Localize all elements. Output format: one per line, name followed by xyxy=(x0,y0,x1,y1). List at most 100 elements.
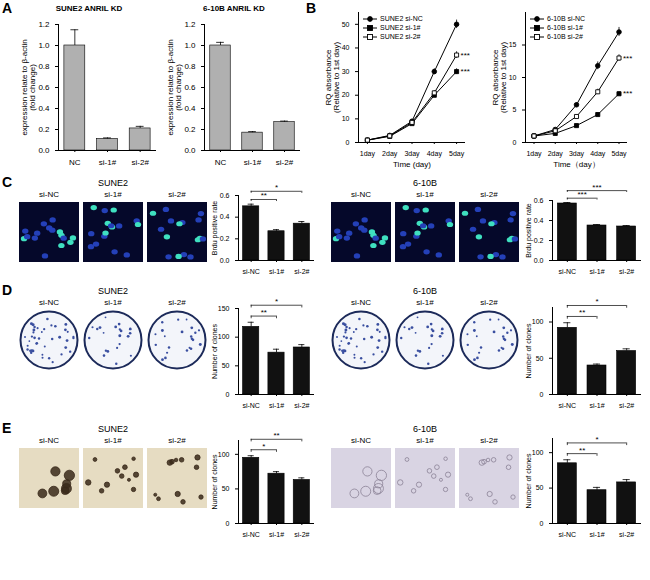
svg-text:0: 0 xyxy=(226,391,230,398)
svg-text:si-2#: si-2# xyxy=(131,158,149,167)
svg-text:***: *** xyxy=(592,183,601,192)
svg-text:0.4: 0.4 xyxy=(534,217,544,224)
svg-text:si-2#: si-2# xyxy=(294,402,309,409)
svg-text:expression relate to β-actin(f: expression relate to β-actin(fold change… xyxy=(166,39,183,135)
svg-text:**: ** xyxy=(579,446,585,455)
svg-text:0.4: 0.4 xyxy=(38,104,50,113)
svg-text:0.4: 0.4 xyxy=(220,213,230,220)
svg-text:0: 0 xyxy=(513,139,517,146)
svg-text:*: * xyxy=(595,297,598,306)
svg-text:si-1#: si-1# xyxy=(269,268,284,275)
svg-text:0.2: 0.2 xyxy=(220,235,230,242)
svg-text:Brdu positive rate: Brdu positive rate xyxy=(211,201,219,256)
svg-text:*: * xyxy=(595,435,598,444)
svg-text:si-1#: si-1# xyxy=(589,268,604,275)
svg-text:150: 150 xyxy=(218,305,230,312)
svg-text:**: ** xyxy=(261,191,267,200)
svg-text:2day: 2day xyxy=(548,150,564,158)
svg-text:***: *** xyxy=(623,89,632,98)
svg-text:si-1#: si-1# xyxy=(269,402,284,409)
svg-text:2day: 2day xyxy=(382,150,398,158)
svg-text:Number of clones: Number of clones xyxy=(211,454,218,509)
svg-text:0.2: 0.2 xyxy=(184,125,196,134)
svg-text:Time (day): Time (day) xyxy=(393,160,431,169)
svg-text:***: *** xyxy=(577,190,586,199)
svg-text:0.6: 0.6 xyxy=(38,83,50,92)
svg-text:1day: 1day xyxy=(526,150,542,158)
svg-text:si-1#: si-1# xyxy=(589,531,604,538)
svg-text:0: 0 xyxy=(346,139,350,146)
svg-text:100: 100 xyxy=(532,318,544,325)
svg-text:expression relate to β-actin(f: expression relate to β-actin(fold change… xyxy=(20,39,37,135)
svg-text:0: 0 xyxy=(226,520,230,527)
svg-text:0.8: 0.8 xyxy=(184,62,196,71)
svg-text:100: 100 xyxy=(218,333,230,340)
svg-text:RQ absorbance(Relative to 1st: RQ absorbance(Relative to 1st day) xyxy=(324,42,341,113)
svg-text:0.0: 0.0 xyxy=(184,146,196,155)
svg-text:0.6: 0.6 xyxy=(534,197,544,204)
svg-text:10: 10 xyxy=(342,115,350,122)
svg-text:si-2#: si-2# xyxy=(619,531,634,538)
svg-text:50: 50 xyxy=(342,21,350,28)
svg-text:***: *** xyxy=(461,67,470,76)
svg-text:*: * xyxy=(262,442,265,451)
svg-text:1.0: 1.0 xyxy=(38,41,50,50)
svg-text:0.0: 0.0 xyxy=(38,146,50,155)
svg-text:**: ** xyxy=(273,431,279,440)
svg-text:si-2#: si-2# xyxy=(294,531,309,538)
svg-text:20: 20 xyxy=(342,91,350,98)
svg-text:si-NC: si-NC xyxy=(242,268,259,275)
svg-text:0.0: 0.0 xyxy=(220,257,230,264)
svg-text:0.0: 0.0 xyxy=(534,257,544,264)
svg-text:100: 100 xyxy=(218,451,230,458)
svg-text:si-2#: si-2# xyxy=(294,268,309,275)
svg-text:10: 10 xyxy=(509,74,517,81)
svg-text:Number of clones: Number of clones xyxy=(525,453,532,508)
svg-text:Number of clones: Number of clones xyxy=(211,324,218,379)
svg-text:1.2: 1.2 xyxy=(38,20,50,29)
svg-text:4day: 4day xyxy=(427,150,443,158)
svg-text:0.2: 0.2 xyxy=(38,125,50,134)
svg-text:0.6: 0.6 xyxy=(184,83,196,92)
svg-text:5: 5 xyxy=(513,106,517,113)
svg-text:si-1#: si-1# xyxy=(244,158,262,167)
svg-text:**: ** xyxy=(579,308,585,317)
svg-text:3day: 3day xyxy=(569,150,585,158)
svg-text:0.8: 0.8 xyxy=(38,62,50,71)
svg-text:4day: 4day xyxy=(590,150,606,158)
svg-text:50: 50 xyxy=(536,484,544,491)
svg-text:si-NC: si-NC xyxy=(559,268,577,275)
svg-text:si-2#: si-2# xyxy=(619,268,634,275)
svg-text:1.0: 1.0 xyxy=(184,41,196,50)
svg-text:40: 40 xyxy=(342,44,350,51)
svg-text:NC: NC xyxy=(69,158,81,167)
svg-text:si-1#: si-1# xyxy=(269,531,284,538)
svg-text:0: 0 xyxy=(540,391,544,398)
svg-text:0: 0 xyxy=(540,520,544,527)
svg-text:Time（day）: Time（day） xyxy=(553,160,599,169)
svg-text:***: *** xyxy=(461,51,470,60)
svg-text:si-NC: si-NC xyxy=(559,531,577,538)
svg-text:si-2#: si-2# xyxy=(276,158,294,167)
svg-text:0.2: 0.2 xyxy=(534,237,544,244)
svg-text:*: * xyxy=(275,183,278,192)
svg-text:si-2#: si-2# xyxy=(619,402,634,409)
svg-text:si-NC: si-NC xyxy=(242,531,259,538)
svg-text:3day: 3day xyxy=(404,150,420,158)
svg-text:si-1#: si-1# xyxy=(589,402,604,409)
svg-text:si-NC: si-NC xyxy=(242,402,259,409)
svg-text:RQ absorbance(Relative to 1st: RQ absorbance(Relative to 1st day) xyxy=(491,42,508,113)
svg-text:5day: 5day xyxy=(611,150,627,158)
svg-text:si-NC: si-NC xyxy=(559,402,577,409)
svg-text:1day: 1day xyxy=(360,150,376,158)
svg-text:0.6: 0.6 xyxy=(220,192,230,199)
svg-text:si-1#: si-1# xyxy=(99,158,117,167)
svg-text:15: 15 xyxy=(509,41,517,48)
svg-text:100: 100 xyxy=(532,449,544,456)
svg-text:NC: NC xyxy=(215,158,227,167)
svg-text:**: ** xyxy=(261,308,267,317)
svg-text:Number of clones: Number of clones xyxy=(525,323,532,378)
svg-text:***: *** xyxy=(623,54,632,63)
svg-text:0.4: 0.4 xyxy=(184,104,196,113)
svg-text:5day: 5day xyxy=(449,150,465,158)
